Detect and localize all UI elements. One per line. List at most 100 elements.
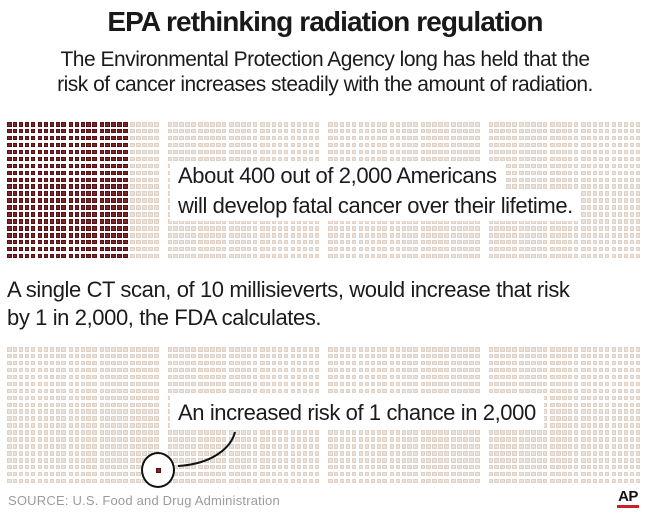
waffle-square xyxy=(395,135,401,141)
waffle-square xyxy=(525,135,530,141)
waffle-square xyxy=(550,464,555,470)
waffle-square xyxy=(99,239,105,245)
waffle-square xyxy=(246,347,252,352)
waffle-square xyxy=(154,170,159,176)
waffle-square xyxy=(562,444,567,449)
waffle-square xyxy=(148,430,153,435)
waffle-square xyxy=(364,156,370,162)
waffle-square xyxy=(604,437,610,442)
waffle-square xyxy=(463,135,468,141)
waffle-square xyxy=(49,451,55,456)
waffle-square xyxy=(30,163,36,169)
waffle-square xyxy=(376,149,382,155)
waffle-square xyxy=(370,478,376,484)
waffle-square xyxy=(235,239,240,245)
waffle-square xyxy=(154,253,159,259)
waffle-square xyxy=(43,416,49,421)
waffle-square xyxy=(623,423,629,428)
waffle-square xyxy=(537,170,542,176)
waffle-square xyxy=(556,381,561,387)
waffle-square xyxy=(420,478,426,484)
waffle-square xyxy=(117,163,122,169)
waffle-square xyxy=(7,233,12,238)
waffle-square xyxy=(351,430,357,435)
waffle-square xyxy=(92,142,97,148)
waffle-square xyxy=(475,353,480,359)
waffle-square xyxy=(80,388,85,394)
waffle-square xyxy=(18,246,24,252)
waffle-square xyxy=(506,437,511,442)
waffle-square xyxy=(598,430,604,435)
waffle-square xyxy=(80,353,85,359)
waffle-square xyxy=(43,458,49,463)
waffle-square xyxy=(92,478,97,484)
waffle-square xyxy=(198,444,203,449)
waffle-square xyxy=(117,239,122,245)
waffle-square xyxy=(210,226,215,231)
waffle-square xyxy=(308,347,314,352)
waffle-square xyxy=(488,430,493,435)
waffle-square xyxy=(438,246,443,252)
waffle-square xyxy=(111,437,116,442)
waffle-square xyxy=(328,353,333,359)
waffle-square xyxy=(407,239,412,245)
waffle-square xyxy=(598,374,604,380)
waffle-square xyxy=(30,135,36,141)
waffle-square xyxy=(265,451,271,456)
waffle-square xyxy=(550,122,555,127)
waffle-square xyxy=(488,388,493,394)
waffle-square xyxy=(328,149,333,155)
waffle-square xyxy=(586,367,592,373)
waffle-square xyxy=(382,451,387,456)
waffle-square xyxy=(229,444,234,449)
waffle-square xyxy=(235,430,240,435)
waffle-square xyxy=(567,402,573,407)
waffle-square xyxy=(604,416,610,421)
waffle-square xyxy=(364,253,370,259)
waffle-square xyxy=(30,212,36,217)
waffle-square xyxy=(290,149,296,155)
waffle-square xyxy=(7,177,12,182)
waffle-square xyxy=(191,219,196,224)
waffle-square xyxy=(635,135,640,141)
waffle-square xyxy=(351,219,357,224)
waffle-square xyxy=(586,233,592,238)
waffle-square xyxy=(167,239,172,245)
waffle-square xyxy=(401,156,406,162)
waffle-square xyxy=(235,458,240,463)
waffle-square xyxy=(86,191,91,196)
waffle-square xyxy=(191,437,196,442)
waffle-square xyxy=(74,233,80,238)
waffle-square xyxy=(148,374,153,380)
waffle-square xyxy=(55,198,61,203)
waffle-square xyxy=(216,239,221,245)
waffle-square xyxy=(37,381,43,387)
waffle-square xyxy=(210,246,215,252)
waffle-square xyxy=(328,239,333,245)
waffle-square xyxy=(68,402,74,407)
waffle-square xyxy=(438,149,443,155)
waffle-square xyxy=(271,122,277,127)
waffle-square xyxy=(432,149,437,155)
waffle-square xyxy=(167,437,172,442)
waffle-square xyxy=(328,444,333,449)
waffle-square xyxy=(494,367,499,373)
waffle-square xyxy=(252,347,258,352)
waffle-square xyxy=(581,128,586,134)
waffle-square xyxy=(382,353,387,359)
waffle-square xyxy=(494,478,499,484)
waffle-square xyxy=(617,122,623,127)
waffle-square xyxy=(475,135,480,141)
waffle-square xyxy=(457,246,462,252)
waffle-square xyxy=(43,347,49,352)
waffle-square xyxy=(463,444,468,449)
waffle-square xyxy=(246,437,252,442)
waffle-square xyxy=(413,444,418,449)
waffle-square xyxy=(191,353,196,359)
waffle-square xyxy=(519,128,524,134)
waffle-square xyxy=(142,212,147,217)
waffle-square xyxy=(469,381,474,387)
waffle-square xyxy=(271,156,277,162)
waffle-square xyxy=(185,451,190,456)
waffle-square xyxy=(420,219,426,224)
